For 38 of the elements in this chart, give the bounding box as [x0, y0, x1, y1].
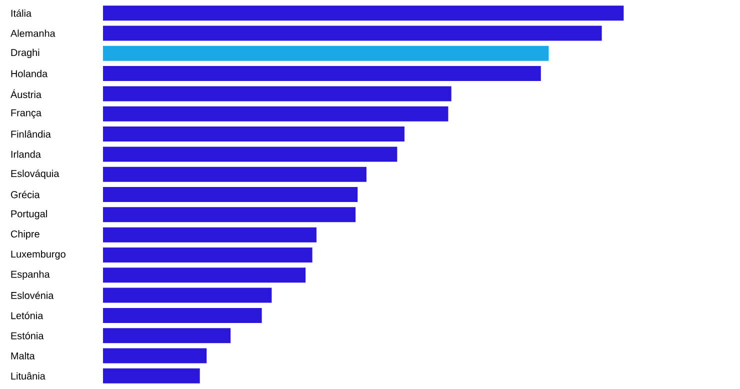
y-tick-label: Áustria: [10, 89, 42, 98]
bar: [103, 46, 549, 61]
y-tick-label: Draghi: [11, 48, 40, 58]
bar: [103, 328, 231, 344]
y-tick-label: Estónia: [11, 332, 44, 340]
y-tick-label: Portugal: [11, 210, 47, 220]
bar: [103, 6, 624, 21]
y-tick-label: França: [11, 109, 42, 118]
y-tick-label: Finlândia: [11, 130, 51, 138]
y-tick-label: Alemanha: [10, 30, 56, 37]
bar: [103, 26, 602, 41]
bar: [103, 66, 541, 82]
y-tick-label: Chipre: [10, 230, 40, 240]
y-tick-label: Malta: [11, 352, 35, 360]
y-tick-label: Holanda: [11, 70, 48, 78]
y-tick-label: Espanha: [11, 270, 50, 280]
bar: [103, 106, 448, 122]
bar: [103, 268, 306, 283]
bar: [103, 288, 272, 303]
bar: [103, 247, 312, 262]
bar: [103, 146, 398, 162]
y-tick-label: Grécia: [10, 190, 40, 198]
y-tick-label: Itália: [11, 9, 32, 17]
bar: [103, 126, 404, 142]
bar: [103, 227, 316, 242]
bar: [103, 207, 356, 222]
bar: [103, 166, 366, 182]
bar: [103, 86, 452, 102]
y-tick-label: Irlanda: [11, 150, 41, 158]
bar: [103, 308, 262, 323]
y-tick-label: Lituânia: [11, 372, 46, 380]
y-tick-label: Luxemburgo: [11, 250, 66, 260]
bar: [103, 187, 358, 202]
y-tick-label: Eslováquia: [11, 170, 60, 180]
bar: [103, 348, 207, 364]
y-tick-label: Eslovénia: [11, 292, 54, 300]
y-tick-label: Letónia: [11, 312, 44, 320]
bar: [103, 368, 200, 384]
